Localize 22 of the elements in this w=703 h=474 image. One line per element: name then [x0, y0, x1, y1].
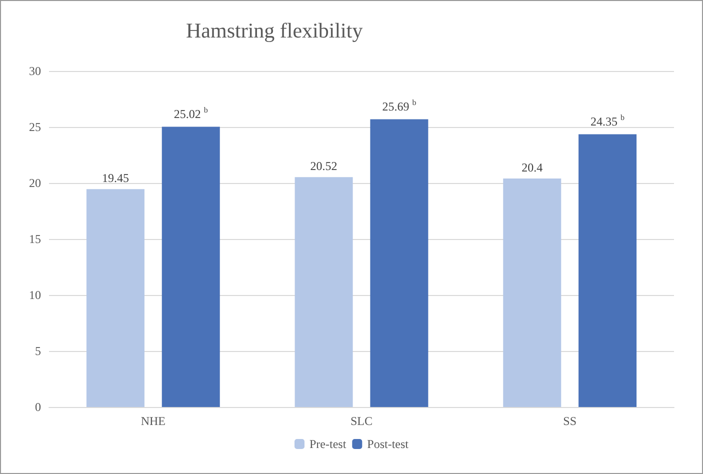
y-tick-label: 30	[29, 64, 41, 78]
y-tick-label: 15	[29, 232, 41, 246]
x-tick-label: SLC	[350, 414, 373, 428]
y-tick-label: 25	[29, 120, 41, 134]
y-tick-label: 20	[29, 176, 41, 190]
data-label: 20.52	[310, 159, 338, 174]
x-tick-label: NHE	[140, 414, 166, 428]
legend-label: Pre-test	[310, 437, 347, 451]
y-tick-label: 10	[29, 288, 41, 302]
chart-title: Hamstring flexibility	[186, 18, 364, 42]
x-tick-label: SS	[563, 414, 577, 428]
bar	[370, 119, 428, 407]
bar	[86, 189, 144, 407]
bar	[294, 177, 353, 407]
data-label: 20.4	[522, 160, 543, 175]
data-label: 19.45	[102, 171, 129, 186]
bar	[578, 134, 637, 407]
bar	[162, 126, 220, 407]
bar	[503, 178, 562, 407]
y-tick-label: 5	[35, 344, 41, 358]
y-tick-label: 0	[35, 400, 41, 414]
legend-label: Post-test	[367, 437, 410, 451]
